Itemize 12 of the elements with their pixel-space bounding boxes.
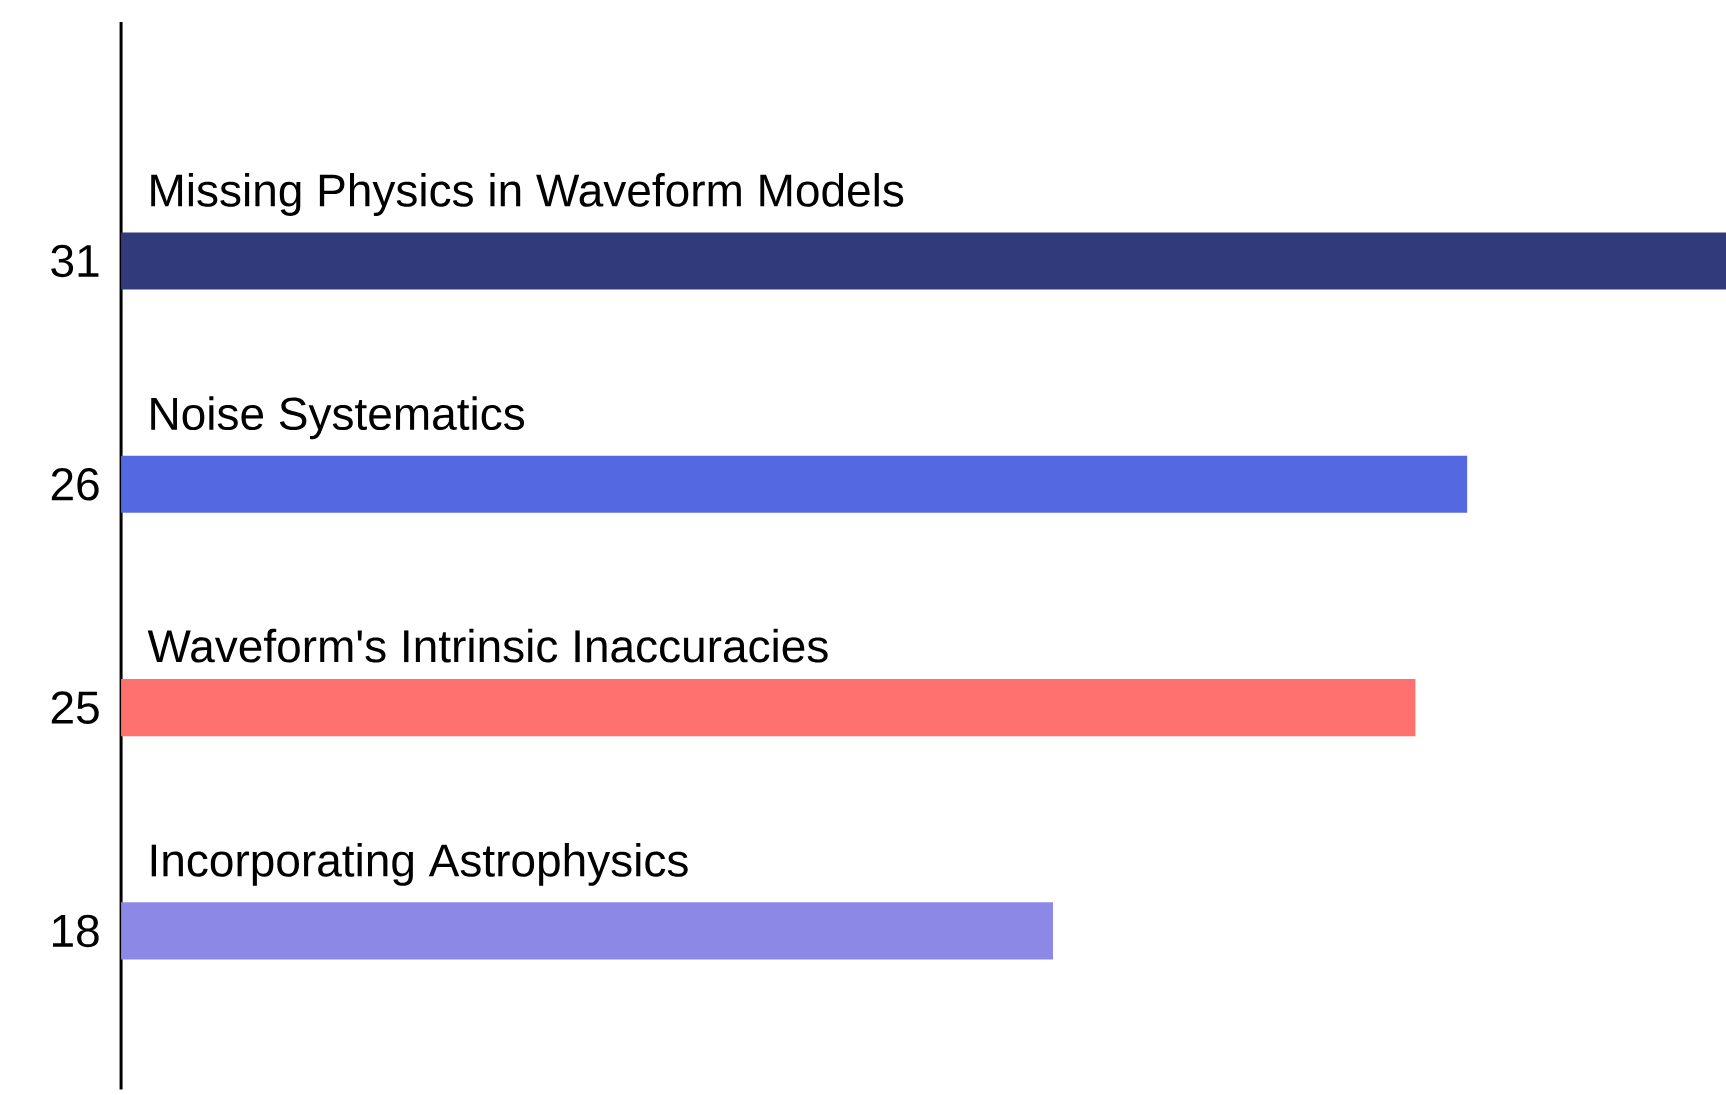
data-label: 18 [53,914,99,948]
data-label: 31 [51,244,99,278]
bar [121,902,1053,960]
y-tick-label: Noise Systematics [151,396,525,440]
bar [121,455,1468,513]
bar [121,679,1416,737]
bar [121,232,1726,290]
y-tick-label: Incorporating Astrophysics [151,842,688,886]
data-label: 26 [51,468,99,501]
data-label: 25 [51,691,99,724]
y-tick-label: Missing Physics in Waveform Models [151,173,904,216]
y-tick-label: Waveform's Intrinsic Inaccuracies [147,628,828,663]
